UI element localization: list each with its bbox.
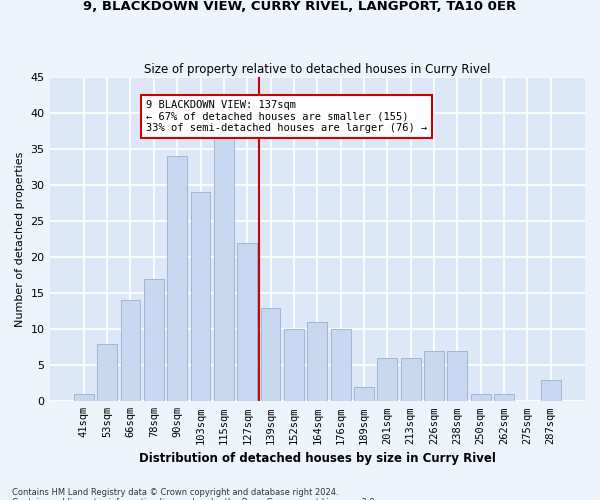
Bar <box>144 279 164 402</box>
Bar <box>424 351 444 402</box>
Bar <box>284 330 304 402</box>
Bar <box>74 394 94 402</box>
Bar <box>471 394 491 402</box>
Bar <box>377 358 397 402</box>
Bar <box>121 300 140 402</box>
Bar <box>214 135 234 402</box>
Bar <box>260 308 280 402</box>
Bar <box>167 156 187 402</box>
Text: Contains HM Land Registry data © Crown copyright and database right 2024.: Contains HM Land Registry data © Crown c… <box>12 488 338 497</box>
Bar <box>331 330 350 402</box>
Y-axis label: Number of detached properties: Number of detached properties <box>15 152 25 327</box>
Bar <box>307 322 327 402</box>
Text: 9, BLACKDOWN VIEW, CURRY RIVEL, LANGPORT, TA10 0ER: 9, BLACKDOWN VIEW, CURRY RIVEL, LANGPORT… <box>83 0 517 13</box>
Bar <box>448 351 467 402</box>
X-axis label: Distribution of detached houses by size in Curry Rivel: Distribution of detached houses by size … <box>139 452 496 465</box>
Bar <box>354 387 374 402</box>
Bar <box>238 243 257 402</box>
Bar <box>541 380 560 402</box>
Bar <box>401 358 421 402</box>
Title: Size of property relative to detached houses in Curry Rivel: Size of property relative to detached ho… <box>144 63 491 76</box>
Bar <box>494 394 514 402</box>
Bar <box>191 192 211 402</box>
Bar <box>97 344 117 402</box>
Text: 9 BLACKDOWN VIEW: 137sqm
← 67% of detached houses are smaller (155)
33% of semi-: 9 BLACKDOWN VIEW: 137sqm ← 67% of detach… <box>146 100 427 133</box>
Text: Contains public sector information licensed under the Open Government Licence v3: Contains public sector information licen… <box>12 498 377 500</box>
